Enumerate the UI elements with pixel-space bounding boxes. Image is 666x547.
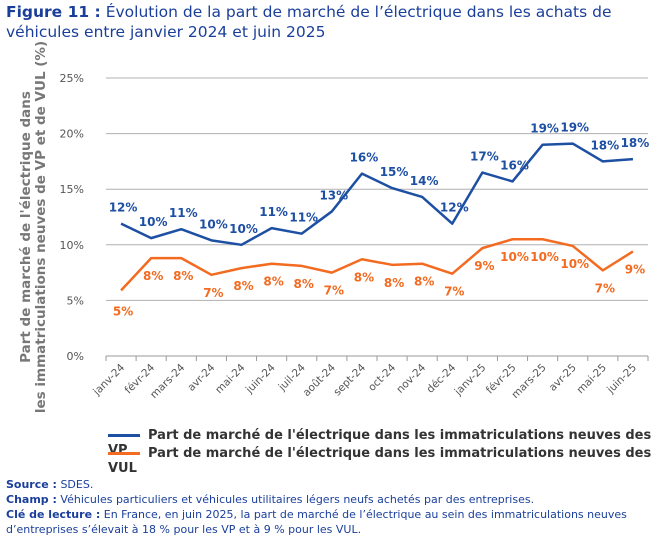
figure-label: Figure 11 : [6, 3, 101, 21]
y-tick-label: 20% [60, 128, 84, 141]
data-label: 10% [199, 217, 228, 231]
data-label: 18% [590, 138, 619, 152]
y-tick-label: 25% [60, 72, 84, 85]
legend-label-vul: Part de marché de l'électrique dans les … [108, 446, 652, 476]
x-tick-label: août-24 [301, 361, 339, 399]
data-label: 11% [169, 206, 198, 220]
data-label: 8% [173, 269, 193, 283]
legend-item-vul: Part de marché de l'électrique dans les … [108, 446, 666, 476]
data-label: 9% [625, 262, 645, 276]
data-label: 7% [203, 286, 223, 300]
x-tick-label: nov-24 [394, 361, 428, 395]
source-text: SDES. [60, 478, 94, 491]
data-label: 15% [380, 165, 409, 179]
data-label: 17% [470, 150, 499, 164]
data-label: 13% [319, 188, 348, 202]
line-chart: 0%5%10%15%20%25%janv-24févr-24mars-24avr… [18, 41, 650, 413]
data-label: 10% [139, 215, 168, 229]
y-tick-label: 10% [60, 239, 84, 252]
x-tick-label: oct-24 [366, 361, 398, 393]
y-tick-label: 0% [67, 350, 84, 363]
legend-swatch-vul [108, 452, 140, 455]
data-label: 19% [530, 122, 559, 136]
y-tick-label: 15% [60, 183, 84, 196]
data-label: 11% [289, 211, 318, 225]
x-tick-label: janv-24 [90, 361, 127, 398]
data-label: 10% [229, 222, 258, 236]
source-label: Source : [6, 478, 57, 491]
data-label: 8% [354, 270, 374, 284]
data-label: 7% [444, 285, 464, 299]
champ-text: Véhicules particuliers et véhicules util… [60, 493, 535, 506]
x-tick-label: juin-25 [604, 362, 639, 397]
data-label: 12% [440, 201, 469, 215]
x-tick-label: sept-24 [331, 361, 368, 398]
data-label: 19% [560, 121, 589, 135]
reading-key-note: Clé de lecture : En France, en juin 2025… [6, 507, 656, 537]
cle-text: En France, en juin 2025, la part de marc… [6, 508, 627, 536]
data-label: 16% [500, 158, 529, 172]
x-tick-label: juin-24 [243, 361, 278, 396]
data-label: 8% [233, 279, 253, 293]
data-label: 9% [474, 259, 494, 273]
notes: Source : SDES. Champ : Véhicules particu… [6, 477, 656, 537]
data-label: 12% [109, 201, 138, 215]
x-tick-label: mai-25 [574, 362, 608, 396]
x-tick-label: mai-24 [213, 361, 248, 396]
data-label: 16% [350, 151, 379, 165]
data-label: 7% [595, 281, 615, 295]
data-label: 7% [324, 284, 344, 298]
figure-title-text: Évolution de la part de marché de l’élec… [6, 3, 612, 41]
series-line-vp [120, 142, 634, 247]
x-tick-label: avr-25 [547, 362, 579, 394]
champ-note: Champ : Véhicules particuliers et véhicu… [6, 492, 656, 507]
legend-swatch-vp [108, 434, 140, 437]
x-tick-label: avr-24 [185, 361, 217, 393]
series-line-vul [120, 237, 634, 292]
data-label: 10% [530, 250, 559, 264]
y-tick-label: 5% [67, 294, 84, 307]
data-label: 8% [143, 269, 163, 283]
data-label: 8% [294, 277, 314, 291]
data-label: 5% [113, 304, 133, 318]
data-label: 8% [414, 275, 434, 289]
champ-label: Champ : [6, 493, 57, 506]
data-label: 8% [384, 276, 404, 290]
data-label: 18% [621, 136, 650, 150]
data-label: 14% [410, 174, 439, 188]
cle-label: Clé de lecture : [6, 508, 101, 521]
source-note: Source : SDES. [6, 477, 656, 492]
data-label: 11% [259, 205, 288, 219]
data-label: 10% [500, 250, 529, 264]
x-tick-label: janv-25 [452, 362, 489, 399]
data-label: 8% [263, 275, 283, 289]
figure-title: Figure 11 : Évolution de la part de marc… [6, 2, 656, 42]
data-label: 10% [560, 257, 589, 271]
y-axis-label: Part de marché de l'électrique dansles i… [18, 41, 49, 413]
